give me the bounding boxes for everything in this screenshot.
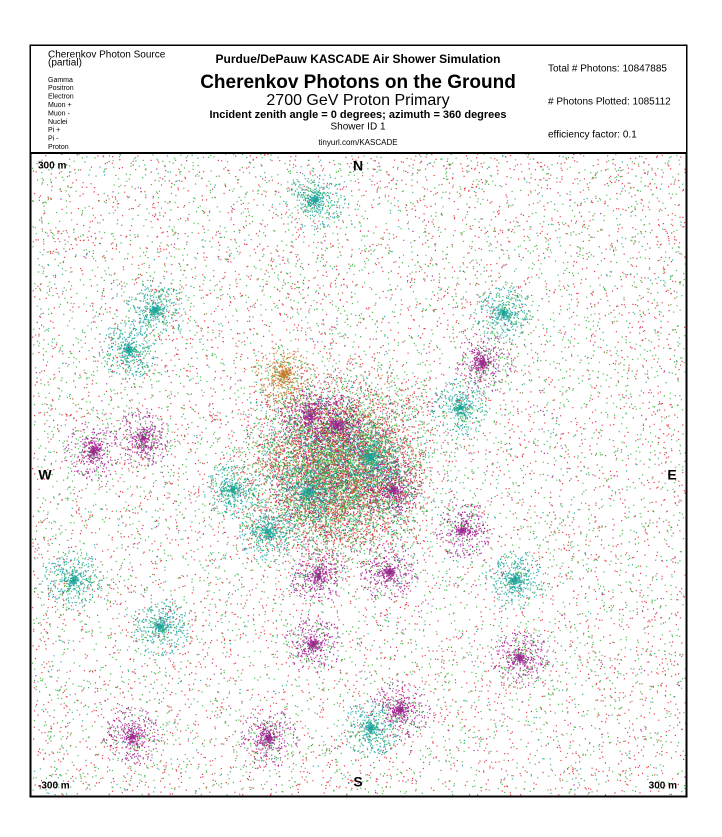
legend-entry: Gamma [48,77,73,84]
legend-entry: Pi - [48,136,59,143]
source-title: Cherenkov Photon Source [48,50,166,61]
photons-plotted: # Photons Plotted: 1085112 [548,97,671,108]
direction-label: E [667,467,676,483]
program: Purdue/DePauw KASCADE Air Shower Simulat… [216,52,501,66]
direction-label: W [38,467,52,483]
primary: 2700 GeV Proton Primary [266,92,449,109]
title: Cherenkov Photons on the Ground [200,72,516,93]
photon-dots [33,154,684,795]
legend-entry: Positron [48,85,74,92]
legend-entry: Muon + [48,102,72,109]
source-subtitle: (partial) [48,58,82,69]
efficiency: efficiency factor: 0.1 [548,130,637,141]
corner-label: -300 m [38,781,70,792]
legend-entry: Electron [48,94,74,101]
total-photons: Total # Photons: 10847885 [548,64,667,75]
direction-label: N [353,158,363,174]
frame [29,44,688,798]
legend-entry: Nuclei [48,119,68,126]
corner-label: 300 m [38,161,66,172]
direction-label: S [353,774,362,790]
photon-dots [217,347,463,574]
url: tinyurl.com/KASCADE [318,138,397,147]
legend-entry: Pi + [48,127,60,134]
photon-cloud [32,153,687,796]
angles: Incident zenith angle = 0 degrees; azimu… [209,109,506,121]
corner-label: 300 m [649,781,677,792]
shower-id: Shower ID 1 [330,122,385,133]
legend-entry: Muon - [48,110,70,117]
photon-dots [32,153,687,796]
photon-dots [33,153,686,795]
header-background [31,46,686,152]
legend-entry: Proton [48,144,69,151]
